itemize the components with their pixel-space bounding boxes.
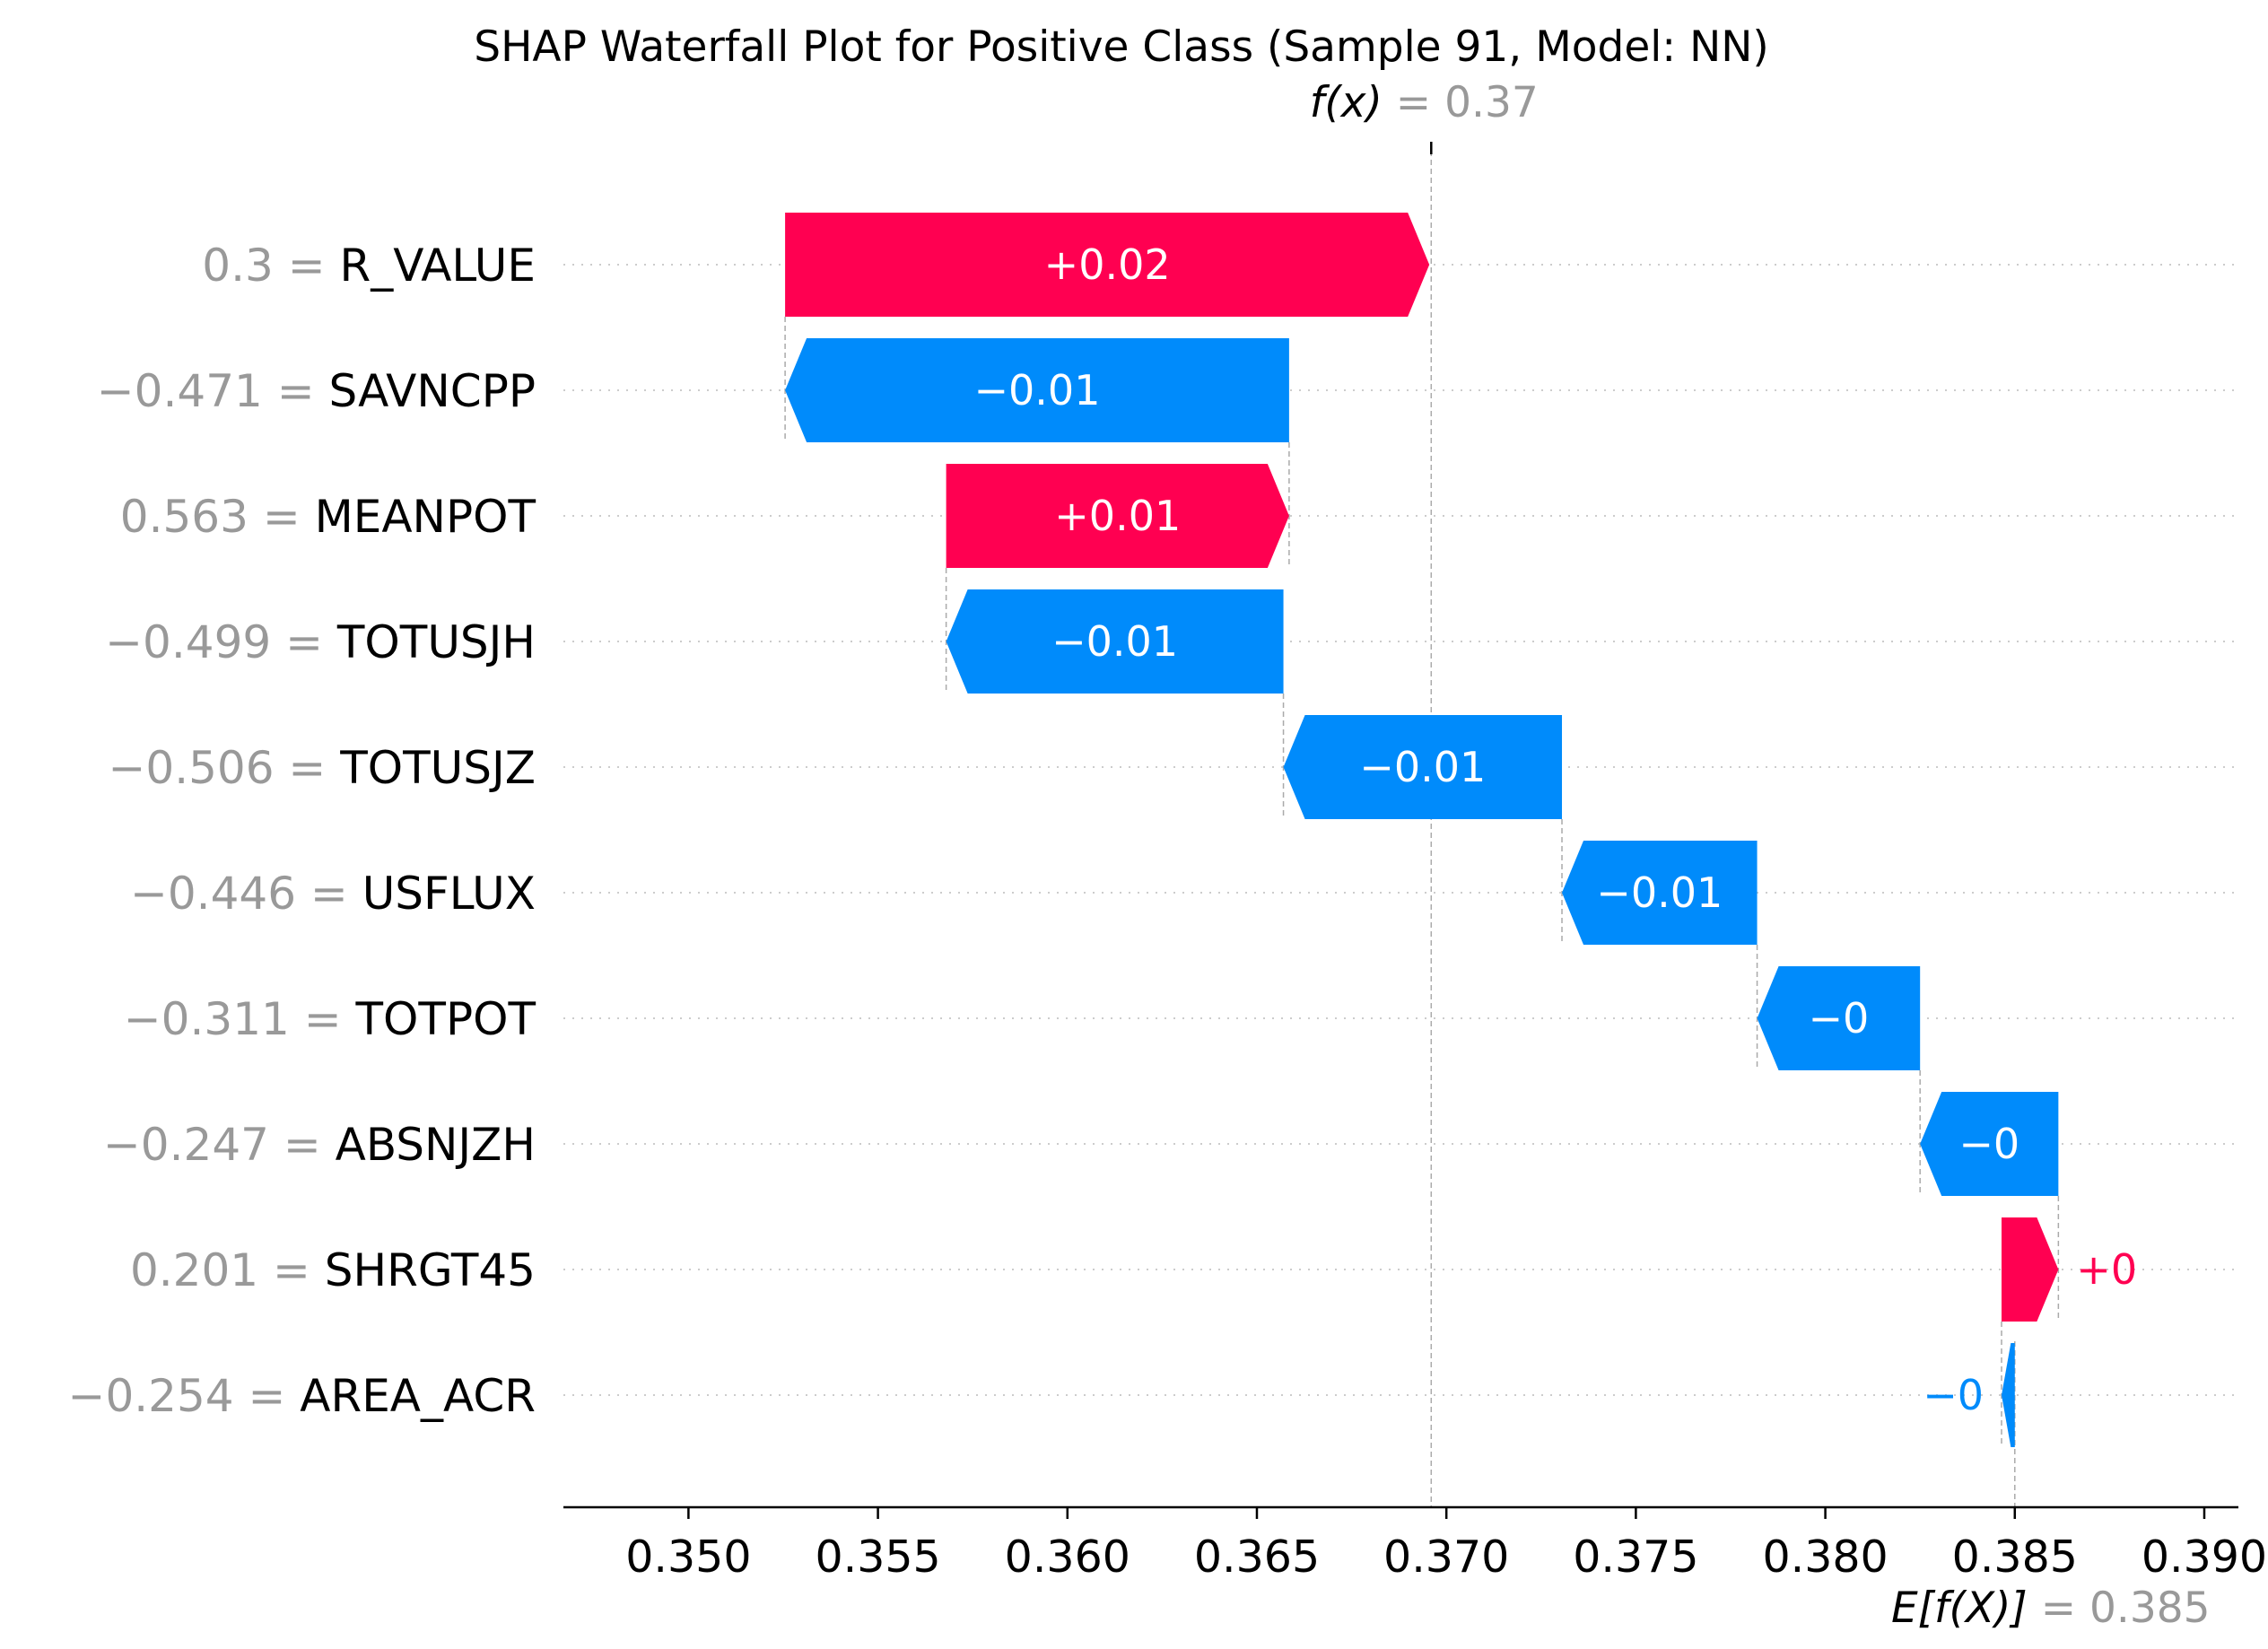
- x-tick-label: 0.390: [2142, 1531, 2267, 1583]
- bar-value-label: −0: [1958, 1120, 2019, 1168]
- feature-value: −0.506 =: [109, 742, 341, 794]
- feature-name: TOTPOT: [355, 993, 536, 1045]
- x-tick-label: 0.380: [1762, 1531, 1888, 1583]
- x-axis: 0.350 0.355 0.360 0.365 0.370 0.375 0.380 0.385…: [563, 1505, 2267, 1583]
- feature-name: USFLUX: [362, 868, 536, 920]
- feature-name: SAVNCPP: [329, 365, 536, 417]
- bar-meanpot: [946, 464, 1289, 568]
- feature-value: −0.254 =: [68, 1370, 301, 1422]
- feature-label: −0.506 = TOTUSJZ: [109, 742, 536, 794]
- bar-value-label: −0.01: [1596, 868, 1723, 917]
- feature-label: −0.499 = TOTUSJH: [105, 616, 536, 668]
- feature-label: −0.471 = SAVNCPP: [97, 365, 536, 417]
- fx-value: = 0.37: [1396, 78, 1539, 127]
- feature-name: ABSNJZH: [336, 1119, 536, 1171]
- feature-label: 0.201 = SHRGT45: [130, 1244, 536, 1296]
- bar-value-label: −0: [1808, 994, 1869, 1043]
- feature-name: AREA_ACR: [300, 1370, 536, 1422]
- bar-area-acr: [2002, 1343, 2015, 1447]
- fx-label: f(x): [1310, 78, 1396, 127]
- bar-savncpp: [785, 338, 1289, 442]
- feature-label: −0.254 = AREA_ACR: [68, 1370, 536, 1422]
- feature-label: −0.247 = ABSNJZH: [103, 1119, 536, 1171]
- bar-totusjh: [946, 589, 1284, 694]
- annotations-layer: f(x) = 0.37 E[f(X)] = 0.385: [1310, 78, 2211, 1633]
- fx-annotation: f(x) = 0.37: [1310, 78, 1539, 127]
- bars-layer: +0.02 −0.01 +0.01 −0.01 −0.01 −0.01 −0 −0 +0 −0: [785, 213, 2137, 1447]
- feature-name: MEANPOT: [315, 491, 536, 543]
- feature-value: −0.446 =: [130, 868, 362, 920]
- bar-usflux: [1562, 841, 1758, 945]
- feature-name: TOTUSJZ: [339, 742, 536, 794]
- chart-title: SHAP Waterfall Plot for Positive Class (…: [474, 22, 1768, 72]
- feature-labels: 0.3 = R_VALUE −0.471 = SAVNCPP 0.563 = MEA…: [68, 240, 536, 1422]
- feature-name: R_VALUE: [339, 240, 536, 292]
- feature-label: 0.3 = R_VALUE: [202, 240, 536, 292]
- feature-label: −0.311 = TOTPOT: [124, 993, 536, 1045]
- bar-totusjz: [1283, 715, 1563, 819]
- x-tick-label: 0.360: [1005, 1531, 1130, 1583]
- bar-r-value: [785, 213, 1430, 317]
- feature-value: 0.201 =: [130, 1244, 325, 1296]
- feature-value: −0.247 =: [103, 1119, 336, 1171]
- bar-absnjzh: [1920, 1092, 2059, 1196]
- x-tick-label: 0.385: [1952, 1531, 2078, 1583]
- bar-value-label: −0.01: [1359, 743, 1486, 791]
- bar-value-label: +0: [2076, 1245, 2137, 1294]
- bar-value-label: −0: [1923, 1371, 1984, 1419]
- bar-value-label: −0.01: [1051, 617, 1178, 666]
- x-tick-label: 0.355: [815, 1531, 940, 1583]
- bar-totpot: [1757, 966, 1921, 1070]
- feature-name: SHRGT45: [325, 1244, 536, 1296]
- bar-value-label: +0.02: [1044, 240, 1171, 289]
- x-tick-label: 0.350: [625, 1531, 751, 1583]
- feature-value: 0.3 =: [202, 240, 339, 292]
- x-tick-label: 0.370: [1383, 1531, 1509, 1583]
- feature-value: −0.311 =: [124, 993, 356, 1045]
- feature-value: −0.471 =: [97, 365, 329, 417]
- x-tick-label: 0.375: [1573, 1531, 1698, 1583]
- efx-annotation: E[f(X)] = 0.385: [1891, 1584, 2211, 1633]
- bar-shrgt45: [2002, 1217, 2059, 1322]
- bar-value-label: +0.01: [1054, 492, 1181, 540]
- efx-value: = 0.385: [2041, 1584, 2211, 1633]
- feature-value: 0.563 =: [120, 491, 315, 543]
- bar-value-label: −0.01: [974, 366, 1101, 414]
- x-tick-label: 0.365: [1194, 1531, 1320, 1583]
- efx-label: E[f(X)]: [1891, 1584, 2041, 1633]
- feature-value: −0.499 =: [105, 616, 337, 668]
- feature-label: −0.446 = USFLUX: [130, 868, 536, 920]
- feature-label: 0.563 = MEANPOT: [120, 491, 536, 543]
- feature-name: TOTUSJH: [336, 616, 536, 668]
